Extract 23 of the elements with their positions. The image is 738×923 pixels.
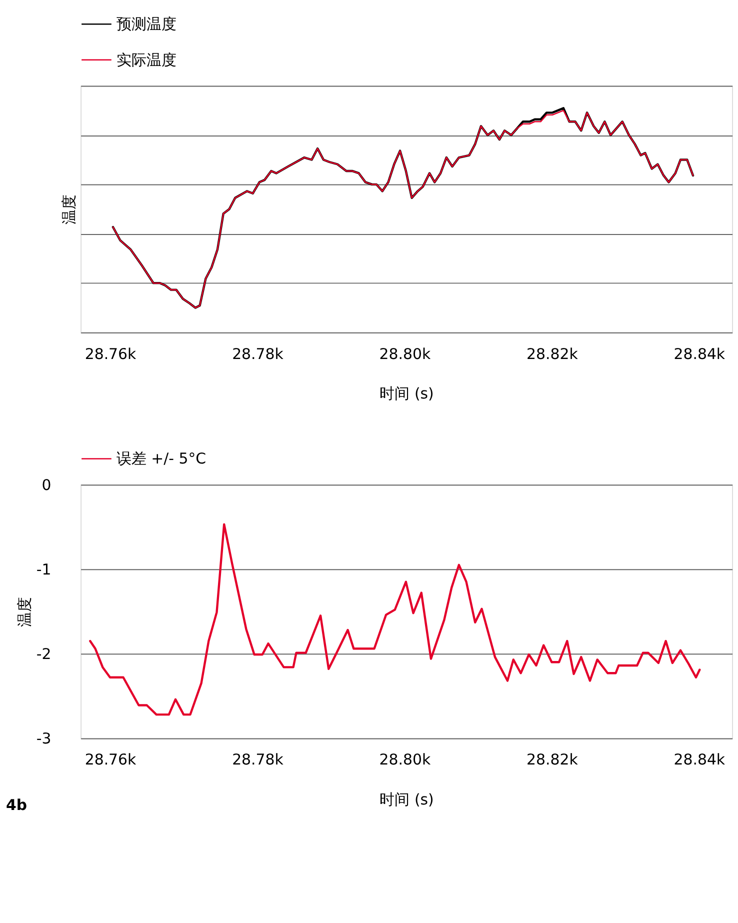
x-tick-label: 28.78k: [232, 344, 284, 363]
x-tick-label: 28.78k: [232, 750, 284, 769]
x-tick-label: 28.76k: [84, 750, 137, 769]
y-tick-label: -1: [36, 560, 52, 579]
y-tick-label: -2: [36, 645, 52, 664]
line-series: [89, 523, 701, 716]
x-tick-label: 28.84k: [674, 344, 726, 363]
y-axis-title: 温度: [15, 596, 34, 627]
x-tick-label: 28.80k: [379, 750, 431, 769]
x-tick-label: 28.82k: [526, 344, 578, 363]
x-tick-label: 28.80k: [379, 344, 431, 363]
x-tick-label: 28.76k: [84, 344, 137, 363]
x-axis-title: 时间 (s): [380, 384, 434, 403]
y-tick-label: 0: [42, 476, 52, 494]
y-axis-title: 温度: [60, 194, 78, 225]
x-tick-label: 28.82k: [526, 750, 578, 769]
x-tick-label: 28.84k: [674, 750, 726, 769]
legend-label: 实际温度: [116, 50, 176, 69]
legend-label: 预测温度: [116, 15, 176, 34]
x-axis-title: 时间 (s): [380, 790, 434, 808]
text: 4b: [6, 796, 28, 814]
y-tick-label: -3: [36, 730, 52, 748]
legend-label: 误差 +/- 5°C: [116, 450, 206, 468]
